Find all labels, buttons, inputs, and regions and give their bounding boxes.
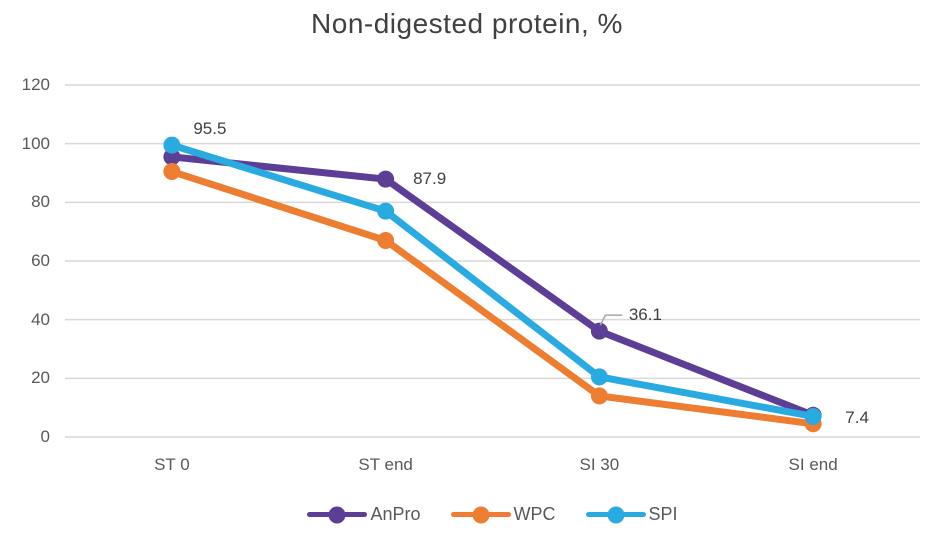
legend-dot-icon xyxy=(328,506,346,523)
legend-line-marker-icon xyxy=(585,506,646,523)
y-tick-label: 120 xyxy=(21,75,50,94)
y-tick-label: 60 xyxy=(31,251,50,270)
data-label: 7.4 xyxy=(845,408,869,428)
y-tick-label: 0 xyxy=(40,427,50,446)
series-marker-anpro xyxy=(377,170,395,188)
legend-label: AnPro xyxy=(370,504,421,524)
chart-title: Non-digested protein, % xyxy=(311,8,623,39)
legend-dot-icon xyxy=(472,506,489,523)
y-tick-label: 100 xyxy=(21,133,50,153)
x-category-label: ST 0 xyxy=(154,455,190,474)
series-marker-spi xyxy=(804,407,822,425)
x-category-label: SI end xyxy=(788,455,838,474)
legend-label: SPI xyxy=(648,504,678,524)
series-marker-anpro xyxy=(590,322,608,340)
legend: AnPro WPC SPI xyxy=(65,504,920,525)
y-tick-label: 80 xyxy=(31,192,50,212)
legend-line-marker-icon xyxy=(450,506,511,523)
legend-label: WPC xyxy=(513,504,556,524)
series-marker-wpc xyxy=(590,387,608,405)
data-label: 36.1 xyxy=(628,305,662,325)
legend-item-spi: SPI xyxy=(585,504,678,525)
series-line-anpro xyxy=(168,153,817,419)
series-marker-wpc xyxy=(377,231,395,249)
series-line-spi xyxy=(168,141,817,420)
data-label: 95.5 xyxy=(193,118,227,138)
legend-item-wpc: WPC xyxy=(450,504,556,525)
legend-item-anpro: AnPro xyxy=(307,504,421,525)
series-line-wpc xyxy=(168,168,817,428)
series-marker-wpc xyxy=(163,163,181,181)
y-tick-label: 20 xyxy=(31,368,50,388)
x-category-label: SI 30 xyxy=(579,455,620,474)
legend-line-marker-icon xyxy=(307,506,368,523)
y-tick-label: 40 xyxy=(31,309,50,329)
x-category-label: ST end xyxy=(358,455,413,474)
series-marker-anpro xyxy=(163,148,181,166)
series-marker-spi xyxy=(377,202,395,220)
series-marker-spi xyxy=(163,136,181,154)
label-leader-line xyxy=(599,314,623,326)
data-label: 87.9 xyxy=(413,169,447,189)
series-marker-spi xyxy=(590,368,608,386)
legend-dot-icon xyxy=(607,506,624,523)
